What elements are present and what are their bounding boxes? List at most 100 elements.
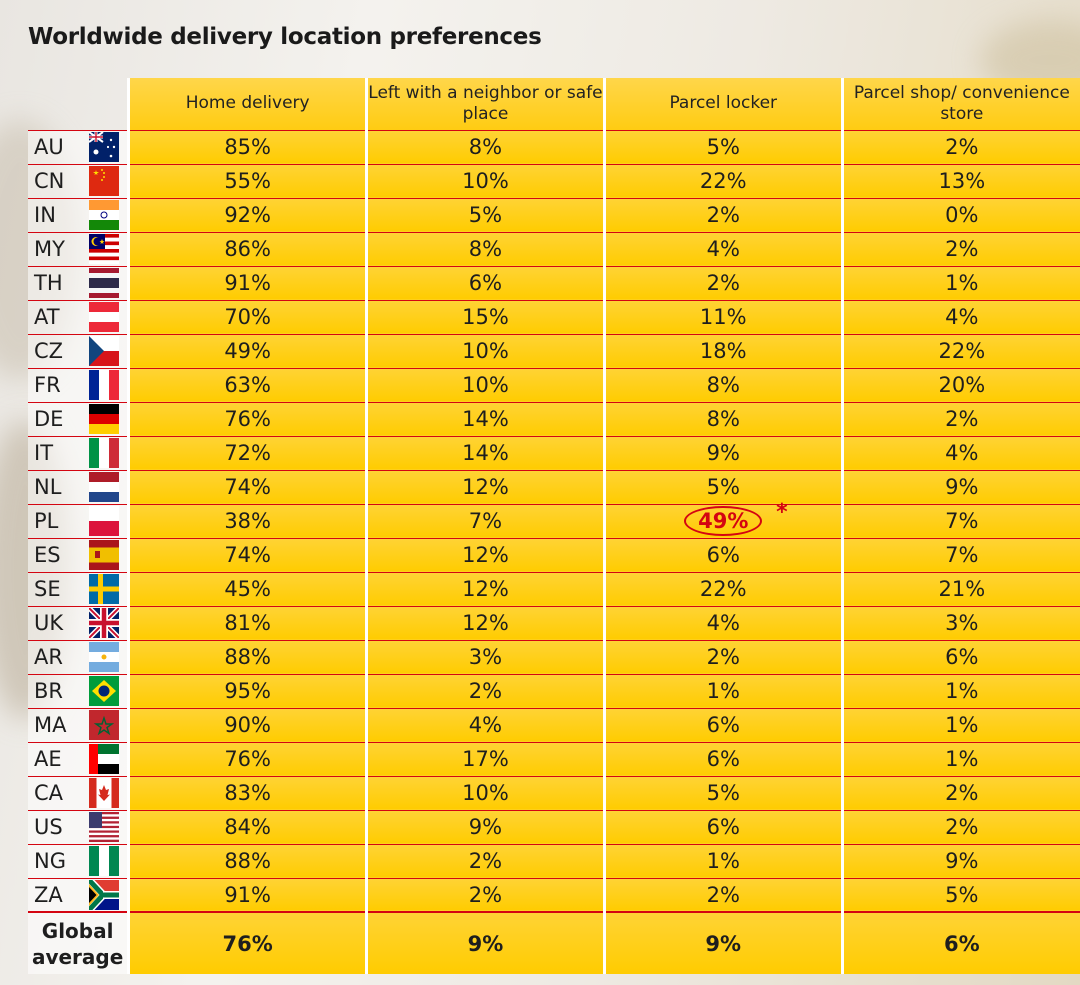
- cell-parcel-shop: 2%: [840, 130, 1080, 165]
- country-code: CA: [34, 781, 64, 805]
- cell-parcel-shop: 9%: [840, 470, 1080, 505]
- country-cell: CZ: [28, 334, 129, 369]
- flag-au-icon: [89, 132, 120, 162]
- table-row: IN 92% 5% 2% 0%: [28, 198, 1080, 233]
- global-average-row: Global average 76% 9% 9% 6%: [28, 911, 1080, 974]
- cell-parcel-shop: 7%: [840, 504, 1080, 539]
- asterisk-mark: *: [776, 500, 788, 525]
- country-cell: IT: [28, 436, 129, 471]
- flag-za-icon: [89, 879, 120, 910]
- country-code: PL: [34, 509, 59, 533]
- table-row: AR 88% 3% 2% 6%: [28, 640, 1080, 675]
- country-cell: FR: [28, 368, 129, 403]
- country-code: NL: [34, 475, 62, 499]
- country-code: CZ: [34, 339, 64, 363]
- cell-parcel-shop: 9%: [840, 844, 1080, 879]
- cell-home-delivery: 85%: [127, 130, 367, 165]
- flag-cz-icon: [89, 336, 120, 366]
- cell-parcel-shop: 2%: [840, 810, 1080, 845]
- cell-neighbor-safe-place: 2%: [365, 844, 605, 879]
- cell-parcel-locker: 9%: [602, 436, 843, 471]
- country-cell: PL: [28, 504, 129, 539]
- cell-neighbor-safe-place: 6%: [365, 266, 605, 301]
- cell-parcel-locker: 2%: [602, 640, 843, 675]
- cell-parcel-shop: 21%: [840, 572, 1080, 607]
- table-row: IT 72% 14% 9% 4%: [28, 436, 1080, 471]
- cell-home-delivery: 92%: [127, 198, 367, 233]
- country-cell: DE: [28, 402, 129, 437]
- cell-parcel-locker: 1%: [602, 674, 843, 709]
- cell-neighbor-safe-place: 8%: [365, 130, 605, 165]
- country-code: FR: [34, 373, 61, 397]
- country-cell: IN: [28, 198, 129, 233]
- cell-neighbor-safe-place: 8%: [365, 232, 605, 267]
- cell-neighbor-safe-place: 10%: [365, 776, 605, 811]
- cell-parcel-locker: 6%: [602, 708, 843, 743]
- cell-parcel-shop: 1%: [840, 266, 1080, 301]
- table-row: CN 55% 10% 22% 13%: [28, 164, 1080, 199]
- country-cell: US: [28, 810, 129, 845]
- highlighted-value: 49%: [684, 506, 763, 536]
- cell-parcel-shop: 4%: [840, 436, 1080, 471]
- table-row: MA 90% 4% 6% 1%: [28, 708, 1080, 743]
- average-neighbor-safe-place: 9%: [365, 911, 605, 974]
- cell-home-delivery: 91%: [127, 266, 367, 301]
- cell-neighbor-safe-place: 7%: [365, 504, 605, 539]
- country-code: AT: [34, 305, 60, 329]
- country-cell: NL: [28, 470, 129, 505]
- cell-parcel-locker: 8%: [602, 402, 843, 437]
- country-cell: MA: [28, 708, 129, 743]
- flag-ar-icon: [89, 642, 120, 672]
- cell-home-delivery: 81%: [127, 606, 367, 641]
- cell-neighbor-safe-place: 2%: [365, 878, 605, 913]
- cell-parcel-shop: 7%: [840, 538, 1080, 573]
- cell-parcel-locker: 8%: [602, 368, 843, 403]
- cell-parcel-shop: 2%: [840, 232, 1080, 267]
- cell-home-delivery: 45%: [127, 572, 367, 607]
- table-row: AE 76% 17% 6% 1%: [28, 742, 1080, 777]
- flag-uk-icon: [89, 608, 120, 638]
- country-cell: CA: [28, 776, 129, 811]
- cell-neighbor-safe-place: 10%: [365, 368, 605, 403]
- cell-parcel-locker: 6%: [602, 538, 843, 573]
- cell-parcel-shop: 4%: [840, 300, 1080, 335]
- cell-home-delivery: 49%: [127, 334, 367, 369]
- cell-parcel-locker: 4%: [602, 606, 843, 641]
- table-row: AU 85% 8% 5% 2%: [28, 130, 1080, 165]
- cell-parcel-locker: 22%: [602, 164, 843, 199]
- table-row: PL 38% 7% 49% * 7%: [28, 500, 1080, 539]
- flag-ca-icon: [89, 778, 120, 808]
- table-row: UK 81% 12% 4% 3%: [28, 606, 1080, 641]
- flag-ae-icon: [89, 744, 120, 774]
- flag-se-icon: [89, 574, 120, 604]
- cell-parcel-shop: 2%: [840, 776, 1080, 811]
- flag-ma-icon: [89, 710, 120, 740]
- cell-neighbor-safe-place: 14%: [365, 436, 605, 471]
- country-cell: SE: [28, 572, 129, 607]
- flag-de-icon: [89, 404, 120, 434]
- cell-neighbor-safe-place: 5%: [365, 198, 605, 233]
- cell-parcel-locker: 5%: [602, 130, 843, 165]
- country-code: US: [34, 815, 63, 839]
- average-parcel-locker: 9%: [602, 911, 843, 974]
- flag-at-icon: [89, 302, 120, 332]
- flag-cn-icon: [89, 166, 120, 196]
- country-code: IN: [34, 203, 56, 227]
- cell-parcel-locker: 22%: [602, 572, 843, 607]
- cell-parcel-locker: 18%: [602, 334, 843, 369]
- cell-neighbor-safe-place: 12%: [365, 538, 605, 573]
- flag-fr-icon: [89, 370, 120, 400]
- cell-neighbor-safe-place: 9%: [365, 810, 605, 845]
- table-row: US 84% 9% 6% 2%: [28, 810, 1080, 845]
- cell-neighbor-safe-place: 12%: [365, 606, 605, 641]
- cell-neighbor-safe-place: 14%: [365, 402, 605, 437]
- flag-ng-icon: [89, 846, 120, 876]
- country-code: MY: [34, 237, 65, 261]
- cell-home-delivery: 74%: [127, 470, 367, 505]
- cell-neighbor-safe-place: 3%: [365, 640, 605, 675]
- table-row: BR 95% 2% 1% 1%: [28, 674, 1080, 709]
- cell-home-delivery: 86%: [127, 232, 367, 267]
- table-row: SE 45% 12% 22% 21%: [28, 572, 1080, 607]
- country-cell: CN: [28, 164, 129, 199]
- cell-home-delivery: 88%: [127, 844, 367, 879]
